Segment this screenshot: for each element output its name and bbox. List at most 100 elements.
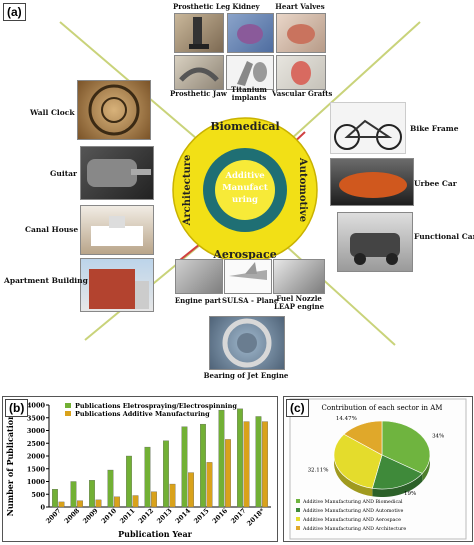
caption-wall-clock: Wall Clock [30,108,75,117]
bar-additive-2008 [77,500,83,508]
kidney-image [227,13,274,53]
bar-additive-2011 [132,495,139,508]
bar-electrospinning-2011 [126,455,132,508]
bar-additive-2010 [114,496,120,508]
bar-electrospinning-2016 [218,409,225,508]
y-tick-label: 4000 [27,402,46,410]
legend-additive: Publications Additive Manufacturing [75,410,210,418]
x-tick-label: 2010 [100,506,119,525]
titanium-implants-image [226,55,274,90]
pie-title: Contribution of each sector in AM [322,404,443,412]
diag-line-tr [289,21,421,141]
y-tick-label: 3000 [27,427,46,435]
engine-part-image [175,259,223,294]
y-tick-label: 0 [40,504,45,512]
bar-additive-2012 [151,491,157,508]
y-tick-label: 2500 [27,440,46,448]
fuel-nozzle-image [273,259,325,294]
y-tick-label: 500 [31,491,45,499]
pie-slice-19% [371,454,423,490]
bar-additive-2017 [243,421,250,508]
publications-bar-chart: Number of Publications Publication Year … [5,402,271,539]
pie-label: 34% [432,433,444,439]
center-text-1: Additive [224,171,265,181]
caption-guitar: Guitar [50,169,77,178]
sector-automotive: Automotive [297,157,308,222]
inner-core [215,160,275,220]
x-axis-label: Publication Year [118,529,193,539]
bar-electrospinning-2010 [107,469,114,508]
caption-sulsa-plane: SULSA - Plane [222,296,279,305]
pie-legend-entry: Additive Manufacturing AND Aerospace [302,517,401,523]
sector-biomedical: Biomedical [210,120,279,133]
sector-pie-chart: Contribution of each sector in AM 34% 19%… [289,398,467,540]
legend-swatch-additive [65,411,71,416]
pie-legend-swatch [296,526,300,530]
x-tick-label: 2012 [137,507,155,525]
y-tick-label: 1500 [27,465,46,473]
pie-slice-14.47% [343,420,383,456]
bar-additive-2009 [95,499,102,508]
panel-c: Contribution of each sector in AM 34% 19%… [283,396,473,542]
bar-electrospinning-2018* [255,416,262,508]
caption-functional-car: Functional Car [414,232,474,241]
bar-electrospinning-2007 [52,489,58,508]
prosthetic-leg-image [174,13,224,53]
caption-kidney: Kidney [232,2,260,11]
bar-electrospinning-2012 [144,446,151,508]
x-tick-label: 2014 [174,506,193,525]
pie-legend-entry: Additive Manufacturing AND Biomedical [302,499,403,505]
pie-legend-swatch [296,508,300,512]
caption-engine-part: Engine part [174,296,222,305]
canal-house-image [80,205,154,255]
pie-legend-entry: Additive Manufacturing AND Architecture [302,526,406,532]
wall-clock-image [77,80,151,140]
caption-canal-house: Canal House [25,225,79,234]
bar-additive-2018* [262,421,268,508]
pie-label: 19% [404,491,416,497]
bar-electrospinning-2014 [181,426,188,508]
x-tick-label: 2018* [245,506,266,527]
panel-c-label: (c) [286,399,309,417]
center-text-2: Manufact [222,183,268,193]
heart-valves-image [276,13,326,53]
sector-aerospace: Aerospace [212,248,276,261]
bar-additive-2014 [188,472,194,508]
panel-b-label: (b) [5,399,29,417]
caption-leap-engine: LEAP engine [274,302,325,311]
x-tick-label: 2013 [155,506,174,525]
y-tick-label: 2000 [27,453,46,461]
x-tick-label: 2011 [118,507,136,525]
pie-legend-swatch [296,499,300,503]
y-axis-label: Number of Publications [5,409,15,516]
bar-electrospinning-2009 [89,480,95,508]
panel-a-background: Biomedical Aerospace Architecture Automo… [59,21,421,346]
bike-frame-image [330,102,406,154]
pie-side-32.11% [334,434,373,497]
caption-apartment-building: Apartment Building [4,276,88,285]
bar-additive-2007 [58,501,65,508]
pie-slice-32.11% [333,433,383,489]
apartment-building-image [80,258,154,312]
functional-car-image [337,212,413,272]
x-tick-label: 2015 [192,506,211,525]
bar-additive-2015 [206,462,213,508]
pie-legend-entry: Additive Manufacturing AND Automotive [302,508,403,514]
y-tick-label: 3500 [27,414,46,422]
panel-a: Biomedical Aerospace Architecture Automo… [3,2,474,380]
caption-prosthetic-leg: Prosthetic Leg [173,2,231,11]
jet-engine-bearing-image [209,316,285,370]
pie-label: 32.11% [308,467,329,473]
bar-electrospinning-2013 [163,440,169,508]
caption-heart-valves: Heart Valves [275,2,325,11]
caption-titanium-implants: Titanium implants [231,85,267,102]
x-tick-label: 2008 [63,506,82,525]
legend-electrospinning: Publications Eletrospraying/Electrospinn… [75,402,237,410]
bar-electrospinning-2008 [70,481,77,508]
bar-additive-2013 [169,483,176,508]
x-tick-label: 2016 [211,506,230,525]
legend-swatch-electrospinning [65,403,71,408]
caption-prosthetic-jaw: Prosthetic Jaw [170,89,227,98]
y-tick-label: 1000 [27,478,46,486]
caption-fuel-nozzle: Fuel Nozzle [276,294,322,303]
